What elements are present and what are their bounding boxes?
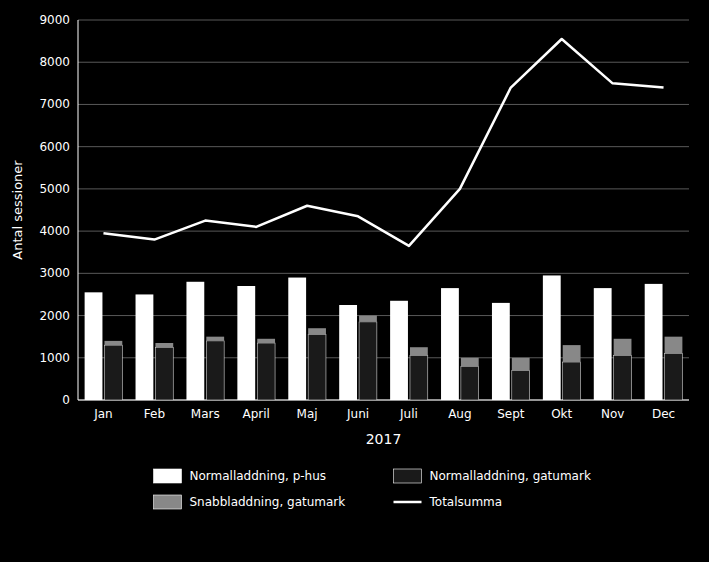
y-axis-label: Antal sessioner — [10, 160, 25, 260]
y-tick-label: 2000 — [39, 309, 70, 323]
bar — [441, 288, 459, 400]
bar — [543, 275, 561, 400]
bar — [461, 358, 479, 366]
bar — [390, 301, 408, 400]
legend-swatch — [154, 495, 182, 509]
x-tick-label: Aug — [448, 407, 471, 421]
bar — [155, 347, 173, 400]
bar — [308, 335, 326, 400]
bar — [237, 286, 255, 400]
x-tick-label: Nov — [601, 407, 624, 421]
grid-line — [78, 20, 689, 21]
bar — [492, 303, 510, 400]
bar — [85, 292, 103, 400]
bar — [410, 347, 428, 355]
bar — [410, 356, 428, 400]
x-tick-label: Dec — [652, 407, 675, 421]
y-tick-label: 7000 — [39, 97, 70, 111]
grid-line — [78, 188, 689, 189]
bar — [359, 322, 377, 400]
bar — [614, 356, 632, 400]
bar — [512, 358, 530, 371]
plot-marks — [85, 39, 683, 400]
grid — [78, 20, 689, 400]
y-tick-label: 0 — [62, 393, 70, 407]
chart-container: 0 1000 2000 3000 4000 5000 6000 7000 8000 9000 Jan… — [0, 0, 709, 562]
bar — [614, 339, 632, 356]
bar — [206, 341, 224, 400]
grid-line — [78, 62, 689, 63]
bar — [594, 288, 612, 400]
legend-label: Totalsumma — [429, 495, 503, 509]
legend: Normalladdning, p-hus Normalladdning, gat… — [154, 469, 591, 509]
x-tick-label: Juni — [346, 407, 369, 421]
bar — [359, 316, 377, 322]
bar — [257, 343, 275, 400]
x-tick-label: Jan — [93, 407, 113, 421]
y-tick-label: 8000 — [39, 55, 70, 69]
bar — [461, 366, 479, 400]
y-tick-label: 3000 — [39, 266, 70, 280]
x-tick-label: Okt — [551, 407, 572, 421]
x-tick-label: Maj — [297, 407, 318, 421]
x-tick-label: Feb — [144, 407, 165, 421]
bar — [665, 337, 683, 354]
bar — [563, 362, 581, 400]
background — [0, 0, 709, 562]
chart: 0 1000 2000 3000 4000 5000 6000 7000 8000 9000 Jan… — [0, 0, 709, 562]
legend-label: Normalladdning, gatumark — [430, 469, 591, 483]
bar — [665, 354, 683, 400]
bar — [104, 345, 122, 400]
bar — [155, 343, 173, 347]
bar — [104, 341, 122, 345]
legend-swatch — [154, 469, 182, 483]
y-tick-label: 9000 — [39, 13, 70, 27]
bar — [136, 294, 154, 400]
x-axis-label: 2017 — [366, 431, 402, 447]
bar — [645, 284, 663, 400]
grid-line — [78, 273, 689, 274]
y-tick-label: 5000 — [39, 182, 70, 196]
y-axis-line — [78, 20, 79, 400]
legend-label: Snabbladdning, gatumark — [190, 495, 346, 509]
x-tick-label: April — [242, 407, 269, 421]
grid-line — [78, 146, 689, 147]
legend-swatch — [394, 469, 422, 483]
bar — [339, 305, 357, 400]
x-tick-label: Sept — [497, 407, 525, 421]
bar — [563, 345, 581, 362]
bar — [512, 370, 530, 400]
grid-line — [78, 104, 689, 105]
y-tick-label: 6000 — [39, 140, 70, 154]
bar — [257, 339, 275, 343]
bar — [206, 337, 224, 341]
bar — [308, 328, 326, 334]
y-tick-label: 1000 — [39, 351, 70, 365]
bar — [288, 278, 306, 400]
line — [103, 39, 663, 246]
bar — [186, 282, 204, 400]
legend-label: Normalladdning, p-hus — [190, 469, 327, 483]
x-tick-label: Juli — [399, 407, 418, 421]
y-tick-label: 4000 — [39, 224, 70, 238]
legend-swatch — [394, 501, 422, 504]
x-tick-label: Mars — [191, 407, 220, 421]
